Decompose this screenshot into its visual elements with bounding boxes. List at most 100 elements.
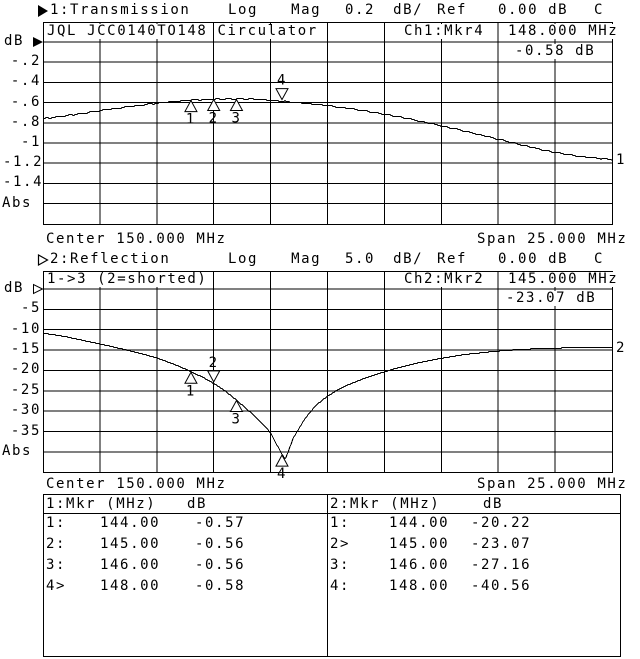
ch1-marker-3-icon bbox=[229, 98, 244, 112]
ch1-table-row-label: 4> bbox=[46, 578, 67, 594]
ch1-table-row-frequency: 145.00 bbox=[100, 536, 161, 552]
ch1-ref-pointer-icon bbox=[33, 37, 43, 47]
ch2-marker-4-icon bbox=[275, 454, 289, 467]
ch2-table-row-label: 4: bbox=[330, 578, 351, 594]
ch2-marker-readout-label: Ch2:Mkr2 bbox=[403, 271, 486, 287]
ch1-scale-label: 0.2 dB/ bbox=[345, 2, 424, 18]
ch2-marker-4-label: 4 bbox=[277, 466, 287, 482]
ch2-marker-3-icon bbox=[229, 399, 244, 413]
ch2-scale-tick: -10 bbox=[10, 320, 41, 337]
ch2-table-row-frequency: 148.00 bbox=[389, 578, 450, 594]
ch2-marker-2-icon bbox=[206, 370, 221, 383]
table-ch2-unit-header: dB bbox=[483, 496, 504, 512]
ch2-scale-tick: -35 bbox=[10, 422, 41, 439]
ch2-trace-number: 2 bbox=[616, 340, 626, 356]
ch1-table-row-label: 3: bbox=[46, 557, 67, 573]
ch1-trace-number: 1 bbox=[616, 152, 626, 168]
ch1-table-row-label: 2: bbox=[46, 536, 67, 552]
ch2-title-word: (2=shorted) bbox=[96, 271, 209, 287]
ch2-ref-pointer-icon bbox=[33, 283, 44, 295]
ch1-scale-tick: -1.4 bbox=[3, 174, 44, 191]
ch2-scale-tick: -20 bbox=[10, 361, 41, 378]
ch2-span: Span 25.000 MHz bbox=[477, 476, 628, 492]
ch1-table-row-frequency: 144.00 bbox=[100, 515, 161, 531]
ch1-marker-frequency: 148.000 MHz bbox=[507, 23, 620, 39]
table-ch1-unit-header: dB bbox=[187, 496, 208, 512]
ch2-ref-label: Ref bbox=[437, 251, 468, 267]
ch1-measurement-label: 1:Transmission bbox=[50, 2, 191, 18]
ch2-marker-1-label: 1 bbox=[186, 383, 196, 399]
ch1-span: Span 25.000 MHz bbox=[477, 231, 628, 247]
ch1-title-word: JCC0140TO148 bbox=[86, 23, 209, 39]
ch2-scale-tick: -5 bbox=[20, 300, 41, 317]
ch2-status-flag: C bbox=[594, 251, 605, 267]
ch2-marker-2-label: 2 bbox=[209, 355, 219, 371]
ch1-table-row-value: -0.58 bbox=[195, 578, 246, 594]
ch1-table-row-label: 1: bbox=[46, 515, 67, 531]
ch1-scale-tick: -.4 bbox=[10, 73, 41, 90]
ch1-table-row-frequency: 146.00 bbox=[100, 557, 161, 573]
ch2-center-frequency: Center 150.000 MHz bbox=[46, 476, 227, 492]
ch2-inactive-channel-icon bbox=[37, 253, 49, 267]
ch2-table-row-frequency: 144.00 bbox=[389, 515, 450, 531]
ch1-title-word: Circulator bbox=[216, 23, 319, 39]
ch1-title-word: JQL bbox=[46, 23, 79, 39]
ch1-format-label: Log Mag bbox=[228, 2, 322, 18]
table-ch2-header: 2:Mkr (MHz) bbox=[330, 496, 441, 512]
ch2-table-row-value: -20.22 bbox=[471, 515, 532, 531]
ch1-table-row-value: -0.56 bbox=[195, 557, 246, 573]
ch2-unit-label: dB bbox=[4, 280, 25, 296]
ch1-table-row-value: -0.56 bbox=[195, 536, 246, 552]
ch1-active-channel-icon bbox=[37, 4, 49, 18]
ch2-scale-label: 5.0 dB/ bbox=[345, 251, 424, 267]
ch1-scale-tick: -.2 bbox=[10, 53, 41, 70]
ch2-abs-label: Abs bbox=[2, 443, 33, 459]
ch1-marker-4-icon bbox=[275, 88, 289, 101]
ch2-marker-1-icon bbox=[184, 371, 198, 384]
ch2-scale-tick: -15 bbox=[10, 341, 41, 358]
ch1-marker-2-label: 2 bbox=[209, 111, 219, 127]
ch1-status-flag: C bbox=[594, 2, 605, 18]
ch1-scale-tick: -.8 bbox=[10, 113, 41, 130]
ch1-marker-2-icon bbox=[206, 98, 221, 112]
ch2-marker-value: -23.07 dB bbox=[505, 290, 598, 306]
ch2-scale-tick: -30 bbox=[10, 402, 41, 419]
ch2-scale-tick: -25 bbox=[10, 381, 41, 398]
ch2-format-label: Log Mag bbox=[228, 251, 322, 267]
ch2-trace bbox=[43, 333, 612, 460]
ch2-table-row-label: 1: bbox=[330, 515, 351, 531]
ch2-measurement-label: 2:Reflection bbox=[50, 251, 171, 267]
ch2-table-row-frequency: 146.00 bbox=[389, 557, 450, 573]
marker-table-border bbox=[43, 494, 621, 657]
ch1-trace bbox=[43, 98, 613, 161]
ch2-ref-value: 0.00 dB bbox=[498, 251, 569, 267]
ch1-marker-4-label: 4 bbox=[277, 73, 287, 89]
ch1-ref-value: 0.00 dB bbox=[498, 2, 569, 18]
ch2-table-row-label: 2> bbox=[330, 536, 351, 552]
ch1-unit-label: dB bbox=[4, 33, 25, 49]
ch1-scale-tick: -1.2 bbox=[3, 154, 44, 171]
ch1-scale-tick: -.6 bbox=[10, 93, 41, 110]
ch1-marker-3-label: 3 bbox=[231, 111, 241, 127]
table-ch1-header: 1:Mkr (MHz) bbox=[46, 496, 157, 512]
ch1-marker-1-icon bbox=[184, 99, 198, 113]
ch1-marker-1-label: 1 bbox=[186, 112, 196, 128]
ch1-table-row-frequency: 148.00 bbox=[100, 578, 161, 594]
ch2-marker-frequency: 145.000 MHz bbox=[507, 271, 620, 287]
ch1-abs-label: Abs bbox=[2, 195, 33, 211]
ch2-table-row-label: 3: bbox=[330, 557, 351, 573]
ch1-ref-label: Ref bbox=[437, 2, 468, 18]
ch2-marker-3-label: 3 bbox=[231, 412, 241, 428]
ch2-table-row-value: -23.07 bbox=[471, 536, 532, 552]
ch1-center-frequency: Center 150.000 MHz bbox=[46, 231, 227, 247]
ch1-marker-readout-label: Ch1:Mkr4 bbox=[403, 23, 486, 39]
ch2-table-row-frequency: 145.00 bbox=[389, 536, 450, 552]
ch1-scale-tick: -1 bbox=[20, 134, 41, 150]
ch2-table-row-value: -40.56 bbox=[471, 578, 532, 594]
ch2-table-row-value: -27.16 bbox=[471, 557, 532, 573]
ch1-table-row-value: -0.57 bbox=[195, 515, 246, 531]
ch1-marker-value: -0.58 dB bbox=[514, 43, 597, 59]
ch2-title-word: 1->3 bbox=[46, 271, 89, 287]
